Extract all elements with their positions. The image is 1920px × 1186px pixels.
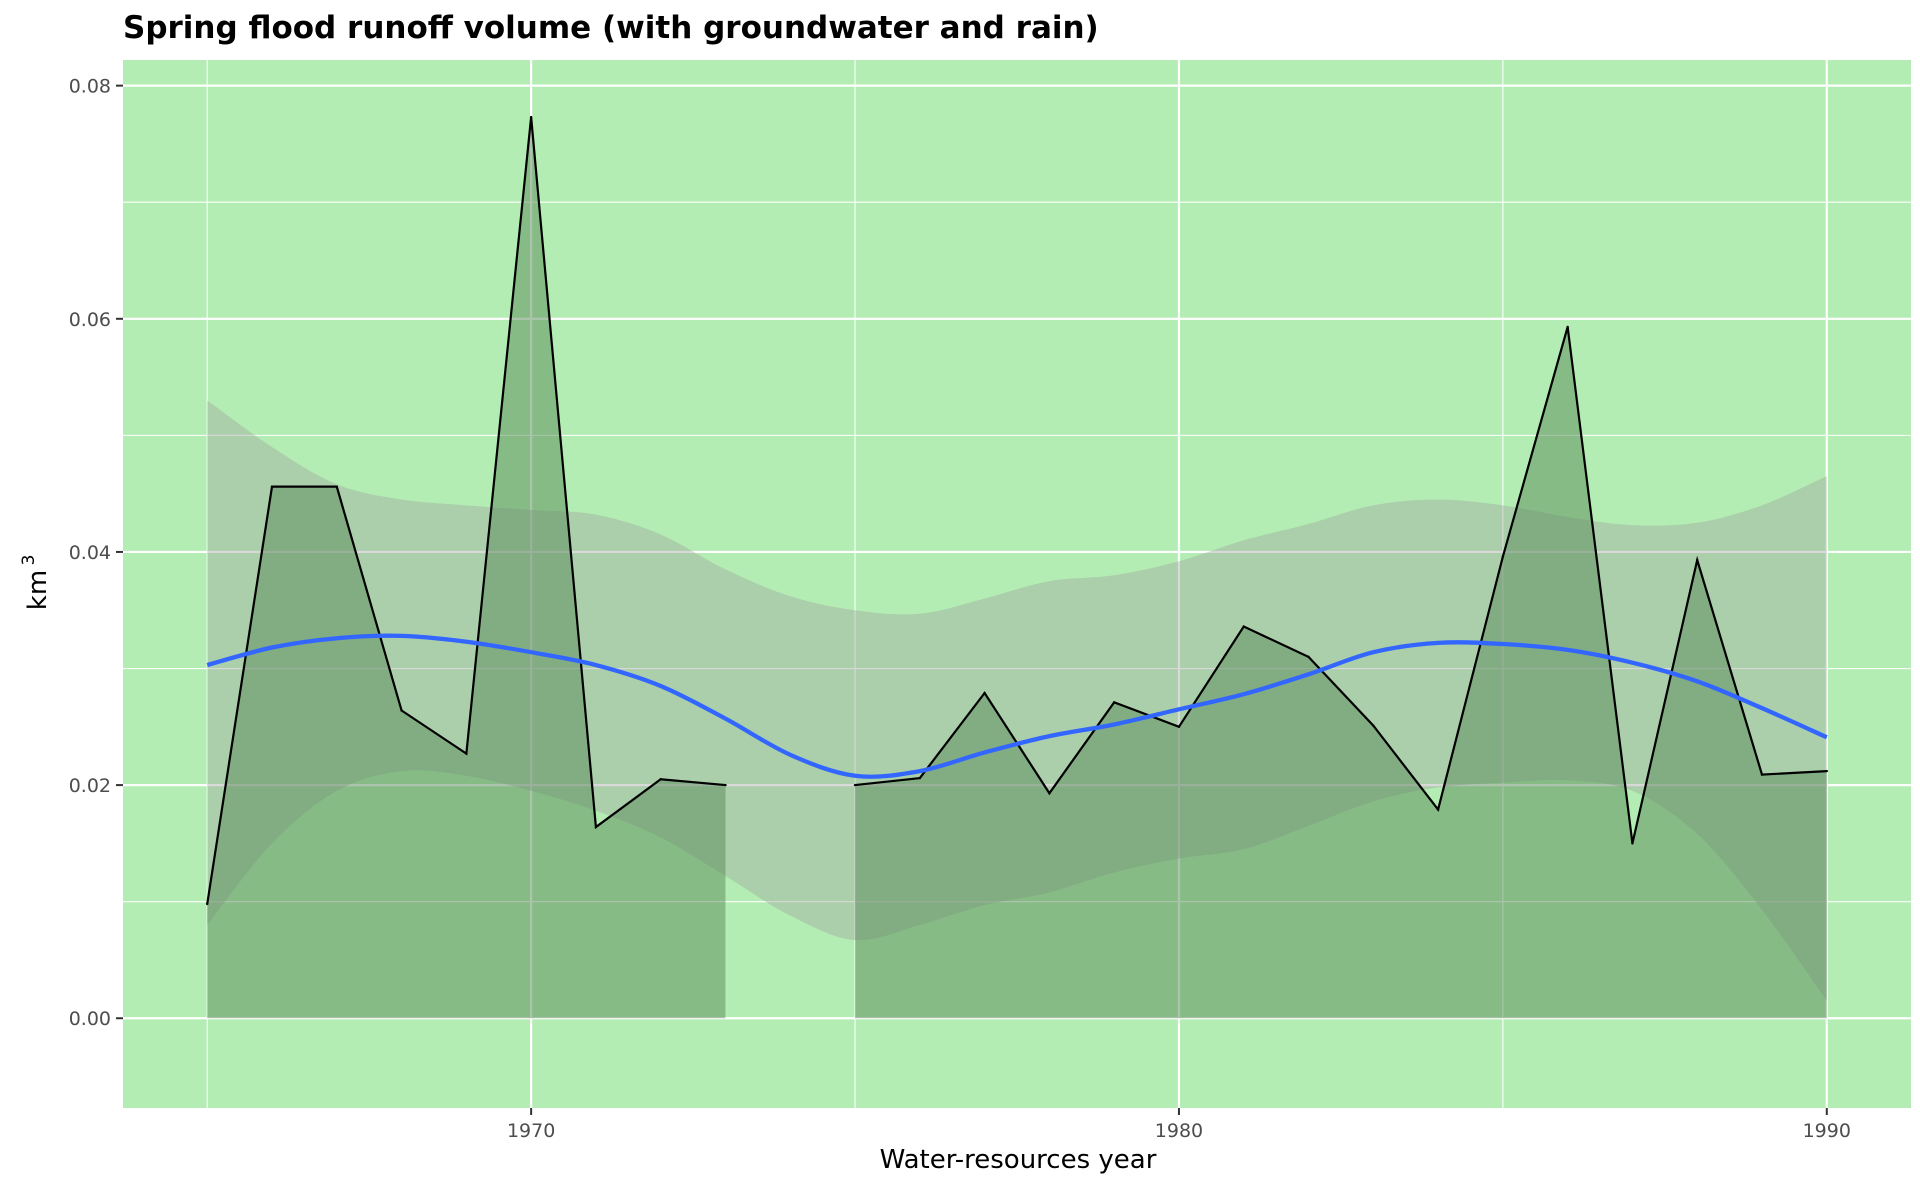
data-point bbox=[1177, 725, 1181, 729]
data-point bbox=[270, 485, 274, 488]
data-point bbox=[335, 485, 338, 488]
data-point bbox=[206, 902, 209, 906]
y-axis-label: km bbox=[23, 570, 53, 610]
y-tick-labels: 0.00 0.02 0.04 0.06 0.08 bbox=[69, 76, 111, 1031]
data-point bbox=[1501, 555, 1505, 558]
x-tick-label: 1990 bbox=[1803, 1120, 1851, 1142]
confidence-ribbon bbox=[207, 400, 1827, 1001]
y-tick-label: 0.08 bbox=[69, 76, 111, 98]
x-tick-label: 1970 bbox=[507, 1120, 555, 1142]
area-layer bbox=[207, 117, 1827, 1019]
data-point bbox=[983, 691, 986, 695]
y-tick-label: 0.00 bbox=[69, 1008, 111, 1030]
x-axis-label: Water-resources year bbox=[880, 1145, 1157, 1175]
y-tick-label: 0.06 bbox=[69, 309, 111, 331]
data-point bbox=[1048, 792, 1051, 795]
area-segment bbox=[207, 117, 726, 1019]
smooth-trend-line bbox=[206, 633, 1828, 779]
data-point bbox=[853, 783, 857, 787]
chart-title: Spring flood runoff volume (with groundw… bbox=[123, 10, 1099, 46]
data-point bbox=[1825, 769, 1828, 773]
data-point bbox=[594, 825, 598, 829]
data-point bbox=[724, 783, 727, 787]
data-point bbox=[1242, 625, 1245, 628]
x-tick-label: 1980 bbox=[1155, 1120, 1203, 1142]
data-point bbox=[1696, 558, 1699, 562]
y-axis-label-group: km 3 bbox=[19, 555, 53, 611]
data-point bbox=[1307, 655, 1310, 659]
data-point bbox=[400, 709, 403, 712]
data-point bbox=[918, 776, 922, 780]
data-point bbox=[465, 752, 468, 755]
data-point bbox=[529, 115, 533, 119]
y-tick-label: 0.02 bbox=[69, 775, 111, 797]
x-tick-labels: 1970 1980 1990 bbox=[507, 1120, 1851, 1142]
y-axis-label-superscript: 3 bbox=[19, 555, 39, 566]
axis-ticks bbox=[116, 84, 1828, 1115]
data-point bbox=[1372, 724, 1375, 727]
data-point bbox=[1760, 773, 1764, 776]
area-segment bbox=[855, 326, 1827, 1019]
y-tick-label: 0.04 bbox=[69, 542, 111, 564]
smooth-layer bbox=[206, 633, 1828, 779]
data-point bbox=[1436, 808, 1440, 811]
data-point bbox=[659, 778, 662, 781]
confidence-ribbon-layer bbox=[207, 400, 1827, 1001]
data-point bbox=[1566, 325, 1569, 329]
data-point bbox=[1631, 842, 1634, 845]
data-point bbox=[1112, 701, 1116, 704]
